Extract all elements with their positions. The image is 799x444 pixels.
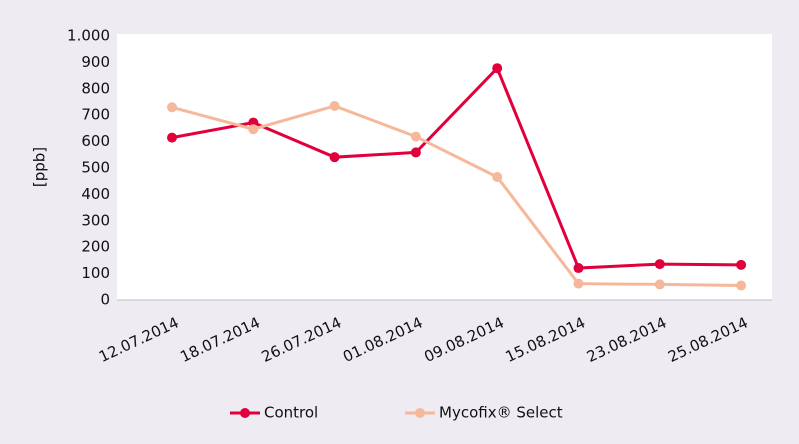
data-point (654, 259, 665, 270)
y-tick-label: 300 (81, 211, 110, 229)
data-point (248, 124, 259, 135)
legend-label: Mycofix® Select (439, 404, 563, 422)
data-point (736, 280, 747, 291)
data-point (329, 152, 340, 163)
y-tick-label: 200 (81, 238, 110, 256)
data-point (329, 100, 340, 111)
y-tick-label: 500 (81, 159, 110, 177)
data-point (573, 278, 584, 289)
legend-marker (240, 408, 250, 418)
data-point (492, 63, 503, 74)
y-tick-label: 600 (81, 132, 110, 150)
series-line (171, 104, 742, 287)
y-tick-label: 700 (81, 106, 110, 124)
y-tick-label: 0 (100, 291, 110, 309)
data-point (410, 147, 421, 158)
series-line (171, 65, 742, 270)
data-point (167, 102, 177, 113)
data-point (492, 171, 503, 182)
y-tick-label: 800 (81, 79, 110, 97)
y-tick-label: 900 (81, 53, 110, 71)
legend-marker (415, 408, 425, 418)
y-axis-label: [ppb] (31, 147, 49, 187)
plot-area (117, 34, 772, 300)
data-point (410, 131, 421, 142)
y-tick-label: 1.000 (67, 27, 110, 45)
data-point (167, 132, 177, 143)
data-point (654, 279, 665, 290)
data-point (573, 263, 584, 274)
legend-label: Control (264, 404, 318, 422)
data-point (736, 259, 747, 270)
y-tick-label: 100 (81, 264, 110, 282)
y-tick-label: 400 (81, 185, 110, 203)
